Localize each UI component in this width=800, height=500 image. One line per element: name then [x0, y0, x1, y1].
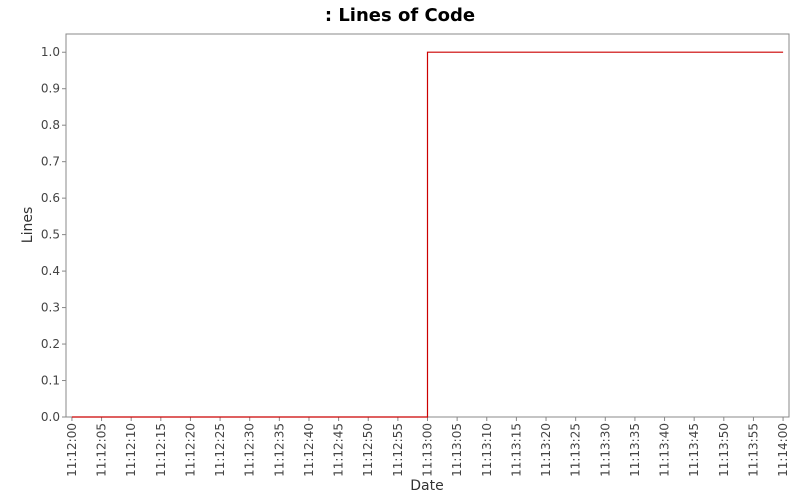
x-tick-label: 11:13:05 [450, 423, 464, 477]
x-tick-label: 11:13:25 [569, 423, 583, 477]
x-tick-label: 11:12:00 [65, 423, 79, 477]
chart-title: : Lines of Code [325, 5, 475, 26]
y-axis-label: Lines [20, 207, 36, 243]
series-layer [71, 51, 784, 418]
x-axis: 11:12:00 11:12:05 11:12:10 11:12:15 11:12:20… [65, 417, 790, 477]
y-tick-label: 0.5 [41, 228, 60, 242]
x-tick-label: 11:12:45 [332, 423, 346, 477]
x-tick-label: 11:12:35 [272, 423, 286, 477]
series-line [71, 51, 784, 418]
y-tick-label: 0.8 [41, 118, 60, 132]
x-axis-label: Date [410, 478, 443, 494]
x-tick-label: 11:12:20 [183, 423, 197, 477]
y-tick-label: 0.4 [41, 264, 60, 278]
x-tick-label: 11:13:45 [687, 423, 701, 477]
x-tick-label: 11:13:50 [717, 423, 731, 477]
x-tick-label: 11:13:55 [746, 423, 760, 477]
y-tick-label: 1.0 [41, 45, 60, 59]
x-tick-label: 11:14:00 [776, 423, 790, 477]
y-tick-label: 0.2 [41, 337, 60, 351]
y-tick-label: 0.3 [41, 301, 60, 315]
x-tick-label: 11:12:30 [243, 423, 257, 477]
x-tick-label: 11:12:05 [95, 423, 109, 477]
x-tick-label: 11:12:15 [154, 423, 168, 477]
y-tick-label: 0.0 [41, 410, 60, 424]
y-tick-label: 0.9 [41, 82, 60, 96]
x-tick-label: 11:12:25 [213, 423, 227, 477]
y-axis: 0.0 0.1 0.2 0.3 0.4 0.5 0.6 0.7 0.8 0.9 1.0 [41, 45, 66, 424]
y-tick-label: 0.1 [41, 374, 60, 388]
x-tick-label: 11:12:40 [302, 423, 316, 477]
x-tick-label: 11:13:30 [598, 423, 612, 477]
y-tick-label: 0.6 [41, 191, 60, 205]
x-tick-label: 11:13:00 [421, 423, 435, 477]
x-tick-label: 11:13:40 [658, 423, 672, 477]
x-tick-label: 11:12:55 [391, 423, 405, 477]
x-tick-label: 11:13:15 [509, 423, 523, 477]
x-tick-label: 11:12:50 [361, 423, 375, 477]
x-tick-label: 11:12:10 [124, 423, 138, 477]
x-tick-label: 11:13:10 [480, 423, 494, 477]
x-tick-label: 11:13:35 [628, 423, 642, 477]
x-tick-label: 11:13:20 [539, 423, 553, 477]
y-tick-label: 0.7 [41, 155, 60, 169]
